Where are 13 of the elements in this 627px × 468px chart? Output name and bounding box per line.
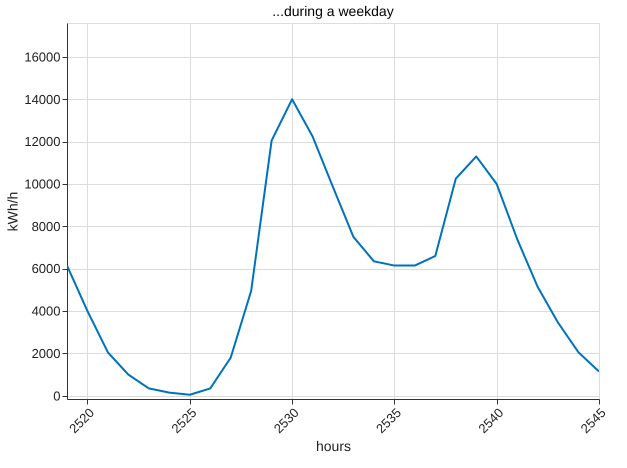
y-tick-label: 14000 (24, 92, 60, 107)
y-tick-label: 6000 (32, 261, 60, 276)
y-tick-label: 16000 (24, 49, 60, 64)
y-tick-label: 12000 (24, 134, 60, 150)
line-series (67, 98, 599, 396)
y-axis-title: kWh/h (4, 192, 20, 232)
y-tick-label: 8000 (32, 218, 60, 234)
y-tick-label: 4000 (32, 304, 60, 319)
y-tick-label: 10000 (24, 176, 60, 192)
x-axis-title: hours (316, 438, 352, 454)
y-tick-label: 2000 (32, 346, 60, 361)
y-tick-label: 0 (53, 388, 60, 404)
chart-title: ...during a weekday (272, 3, 394, 19)
